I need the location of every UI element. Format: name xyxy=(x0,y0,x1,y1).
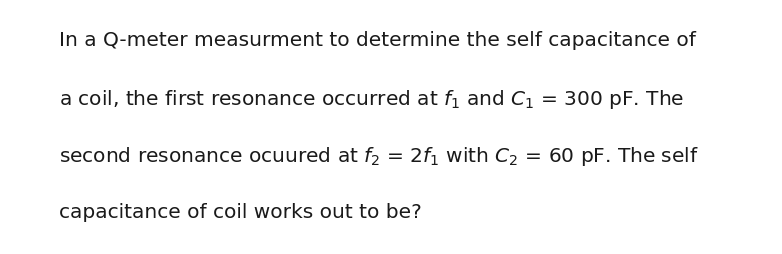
Text: second resonance ocuured at $f_2$ = 2$f_1$ with $C_2$ = 60 pF. The self: second resonance ocuured at $f_2$ = 2$f_… xyxy=(59,145,698,168)
Text: In a Q-meter measurment to determine the self capacitance of: In a Q-meter measurment to determine the… xyxy=(59,30,695,50)
Text: a coil, the first resonance occurred at $f_1$ and $C_1$ = 300 pF. The: a coil, the first resonance occurred at … xyxy=(59,88,683,110)
Text: capacitance of coil works out to be?: capacitance of coil works out to be? xyxy=(59,202,421,221)
